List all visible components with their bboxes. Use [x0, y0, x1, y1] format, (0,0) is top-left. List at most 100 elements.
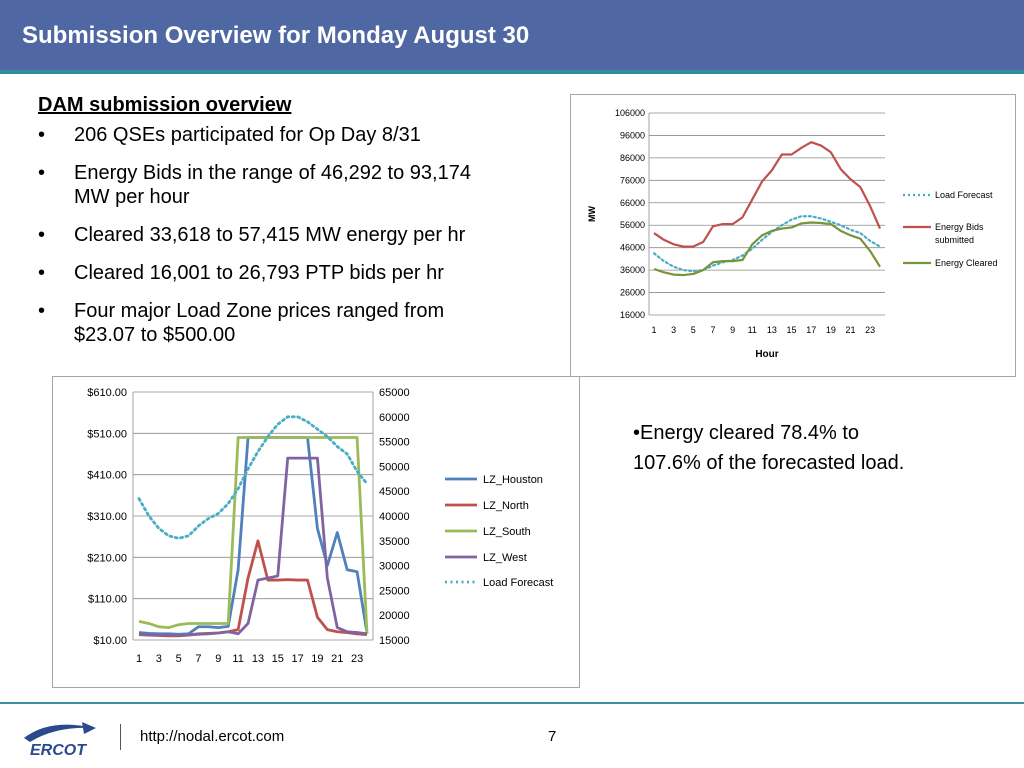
y-tick-label: 86000	[620, 153, 645, 163]
y-tick-label: 96000	[620, 130, 645, 140]
overview-heading: DAM submission overview	[38, 94, 292, 116]
series-line-load-forecast	[652, 215, 882, 273]
x-tick-label: 19	[311, 653, 323, 665]
list-item: • 206 QSEs participated for Op Day 8/31	[38, 124, 421, 146]
x-tick-label: 3	[156, 653, 162, 665]
footer-divider	[0, 702, 1024, 704]
x-tick-label: 17	[291, 653, 303, 665]
legend-label: Energy Cleared	[935, 258, 998, 268]
legend-label: LZ_North	[483, 500, 529, 512]
bullet: •	[38, 262, 46, 284]
y-tick-label: $210.00	[87, 552, 127, 564]
series-line-energy-cleared	[653, 221, 881, 277]
list-item: • Energy Bids in the range of 46,292 to 9…	[38, 162, 471, 184]
legend-label: Load Forecast	[935, 190, 993, 200]
x-tick-label: 5	[691, 325, 696, 335]
x-tick-label: 1	[651, 325, 656, 335]
x-tick-label: 13	[252, 653, 264, 665]
x-tick-label: 19	[826, 325, 836, 335]
logo-text: ERCOT	[30, 742, 87, 758]
footer: ERCOT http://nodal.ercot.com 7	[0, 704, 1024, 768]
x-tick-label: 1	[136, 653, 142, 665]
x-tick-label: 21	[331, 653, 343, 665]
x-tick-label: 5	[176, 653, 182, 665]
title-bar: Submission Overview for Monday August 30	[0, 0, 1024, 74]
legend-label: LZ_West	[483, 552, 527, 564]
y-tick-label: $10.00	[93, 635, 127, 647]
y2-tick-label: 20000	[379, 610, 410, 622]
x-tick-label: 9	[215, 653, 221, 665]
note-line: •Energy cleared 78.4% to	[633, 422, 860, 444]
page-number: 7	[548, 728, 557, 745]
y-tick-label: 16000	[620, 310, 645, 320]
y2-tick-label: 55000	[379, 437, 410, 449]
y-tick-label: 66000	[620, 198, 645, 208]
series-line-energy-bids-submitted	[653, 141, 882, 248]
y-tick-label: $310.00	[87, 511, 127, 523]
x-tick-label: 17	[806, 325, 816, 335]
footer-separator	[120, 724, 121, 750]
list-item: • Four major Load Zone prices ranged from	[38, 300, 445, 322]
slide-title: Submission Overview for Monday August 30	[22, 22, 530, 49]
y2-tick-label: 25000	[379, 585, 410, 597]
x-tick-label: 15	[787, 325, 797, 335]
x-tick-label: 7	[195, 653, 201, 665]
series-line-lz-west	[138, 456, 368, 637]
bullet: •	[38, 300, 46, 322]
y-tick-label: $510.00	[87, 428, 127, 440]
legend-label: LZ_South	[483, 526, 531, 538]
bullet: •	[38, 162, 46, 184]
y-tick-label: 56000	[620, 220, 645, 230]
ercot-logo-icon: ERCOT	[20, 718, 100, 759]
legend-label: LZ_Houston	[483, 474, 543, 486]
x-tick-label: 15	[272, 653, 284, 665]
y-tick-label: 26000	[620, 288, 645, 298]
series-line-lz-north	[138, 539, 368, 638]
energy-cleared-note: •Energy cleared 78.4% to 107.6% of the f…	[633, 418, 1003, 478]
x-tick-label: 11	[232, 653, 243, 665]
price-chart-svg: $610.00 $510.00 $410.00 $310.00 $210.00 $110.…	[87, 387, 553, 665]
overview-list: • 206 QSEs participated for Op Day 8/31 •…	[38, 123, 566, 347]
x-tick-label: 23	[351, 653, 363, 665]
note-line: 107.6% of the forecasted load.	[633, 452, 905, 474]
y2-tick-label: 65000	[379, 387, 410, 399]
list-item: • Cleared 16,001 to 26,793 PTP bids per h…	[38, 262, 444, 284]
x-tick-label: 21	[846, 325, 856, 335]
y-tick-label: $410.00	[87, 470, 127, 482]
y2-tick-label: 35000	[379, 536, 410, 548]
y-tick-label: 106000	[615, 108, 645, 118]
y2-tick-label: 50000	[379, 461, 410, 473]
y-tick-label: 46000	[620, 243, 645, 253]
y-axis-label: MW	[587, 206, 597, 222]
mw-chart: 106000 96000 86000 76000 66000 56000 46000 3600…	[570, 94, 1016, 377]
x-tick-label: 13	[767, 325, 777, 335]
y-tick-label: $610.00	[87, 387, 127, 399]
bullet: •	[38, 224, 46, 246]
price-chart: $610.00 $510.00 $410.00 $310.00 $210.00 $110.…	[52, 376, 580, 688]
x-tick-label: 7	[710, 325, 715, 335]
y2-tick-label: 45000	[379, 486, 410, 498]
x-tick-label: 23	[865, 325, 875, 335]
list-item: • Cleared 33,618 to 57,415 MW energy per …	[38, 224, 466, 246]
list-item: MW per hour	[74, 186, 190, 208]
y-tick-label: 36000	[620, 265, 645, 275]
footer-url-link[interactable]: http://nodal.ercot.com	[140, 728, 285, 745]
series-line-load-forecast	[137, 415, 369, 540]
overview-section: DAM submission overview • 206 QSEs partic…	[38, 94, 566, 369]
y2-tick-label: 30000	[379, 561, 410, 573]
x-tick-label: 9	[730, 325, 735, 335]
bullet: •	[38, 124, 46, 146]
legend-label: Energy Bids	[935, 222, 984, 232]
list-item: $23.07 to $500.00	[74, 324, 236, 346]
y2-tick-label: 60000	[379, 412, 410, 424]
legend-label: Load Forecast	[483, 577, 553, 589]
y2-tick-label: 15000	[379, 635, 410, 647]
legend-label: submitted	[935, 235, 974, 245]
x-tick-label: 3	[671, 325, 676, 335]
y2-tick-label: 40000	[379, 511, 410, 523]
x-axis-label: Hour	[755, 349, 778, 360]
mw-chart-svg: 106000 96000 86000 76000 66000 56000 46000 3600…	[587, 108, 998, 360]
x-tick-label: 11	[748, 325, 757, 335]
y-tick-label: 76000	[620, 175, 645, 185]
y-tick-label: $110.00	[88, 594, 127, 606]
